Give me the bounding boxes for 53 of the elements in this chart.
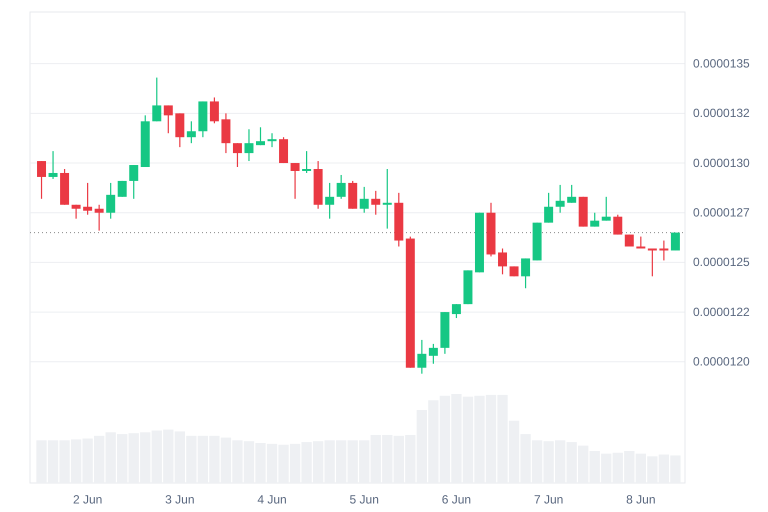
candlestick <box>670 232 680 252</box>
x-tick-label: 3 Jun <box>165 492 195 507</box>
candlestick <box>210 96 219 124</box>
candlestick <box>452 304 461 319</box>
y-tick-label: 0.0000120 <box>693 354 750 369</box>
candlestick <box>521 258 530 289</box>
candlestick <box>94 204 104 232</box>
candlestick <box>290 162 300 200</box>
candlestick <box>268 132 277 148</box>
x-tick-label: 5 Jun <box>350 492 379 507</box>
y-tick-label: 0.0000132 <box>693 106 750 120</box>
candlestick <box>556 184 565 214</box>
y-tick-label: 0.0000127 <box>693 206 750 220</box>
candlestick <box>602 196 611 222</box>
candlestick <box>371 190 380 216</box>
candlestick <box>336 174 346 200</box>
candlestick <box>636 236 646 250</box>
x-tick-label: 6 Jun <box>442 492 472 507</box>
candlestick <box>232 142 242 168</box>
candlestick <box>590 212 600 228</box>
y-tick-label: 0.0000135 <box>693 56 750 71</box>
x-tick-label: 4 Jun <box>257 492 287 507</box>
candlestick <box>244 128 254 162</box>
candlestick <box>613 214 622 236</box>
candlestick <box>118 180 127 198</box>
x-tick-label: 2 Jun <box>72 492 102 507</box>
candlestick <box>360 186 369 214</box>
candlestick <box>152 76 162 122</box>
candlestick <box>106 182 116 220</box>
candlestick <box>498 248 508 275</box>
y-tick-label: 0.0000125 <box>693 255 750 270</box>
candlestick <box>48 150 58 180</box>
y-tick-label: 0.0000130 <box>693 156 750 170</box>
candlestick <box>221 112 230 154</box>
x-tick-label: 7 Jun <box>534 492 564 507</box>
candlestick <box>279 136 288 164</box>
candlestick <box>37 160 46 200</box>
candlestick <box>302 150 312 174</box>
candlestick <box>417 339 426 374</box>
candlestick <box>186 120 196 144</box>
candlestick <box>544 192 554 224</box>
candlestick <box>129 164 138 200</box>
candlestick <box>428 343 438 364</box>
y-tick-label: 0.0000122 <box>693 304 750 319</box>
x-tick-label: 8 Jun <box>626 492 656 507</box>
candlestick <box>659 240 668 262</box>
candlestick <box>164 104 173 134</box>
candlestick <box>648 248 657 277</box>
candlestick <box>175 112 184 148</box>
candlestick <box>567 184 576 204</box>
candlestick <box>256 126 265 146</box>
candlestick <box>325 182 334 220</box>
candlestick <box>382 168 392 230</box>
